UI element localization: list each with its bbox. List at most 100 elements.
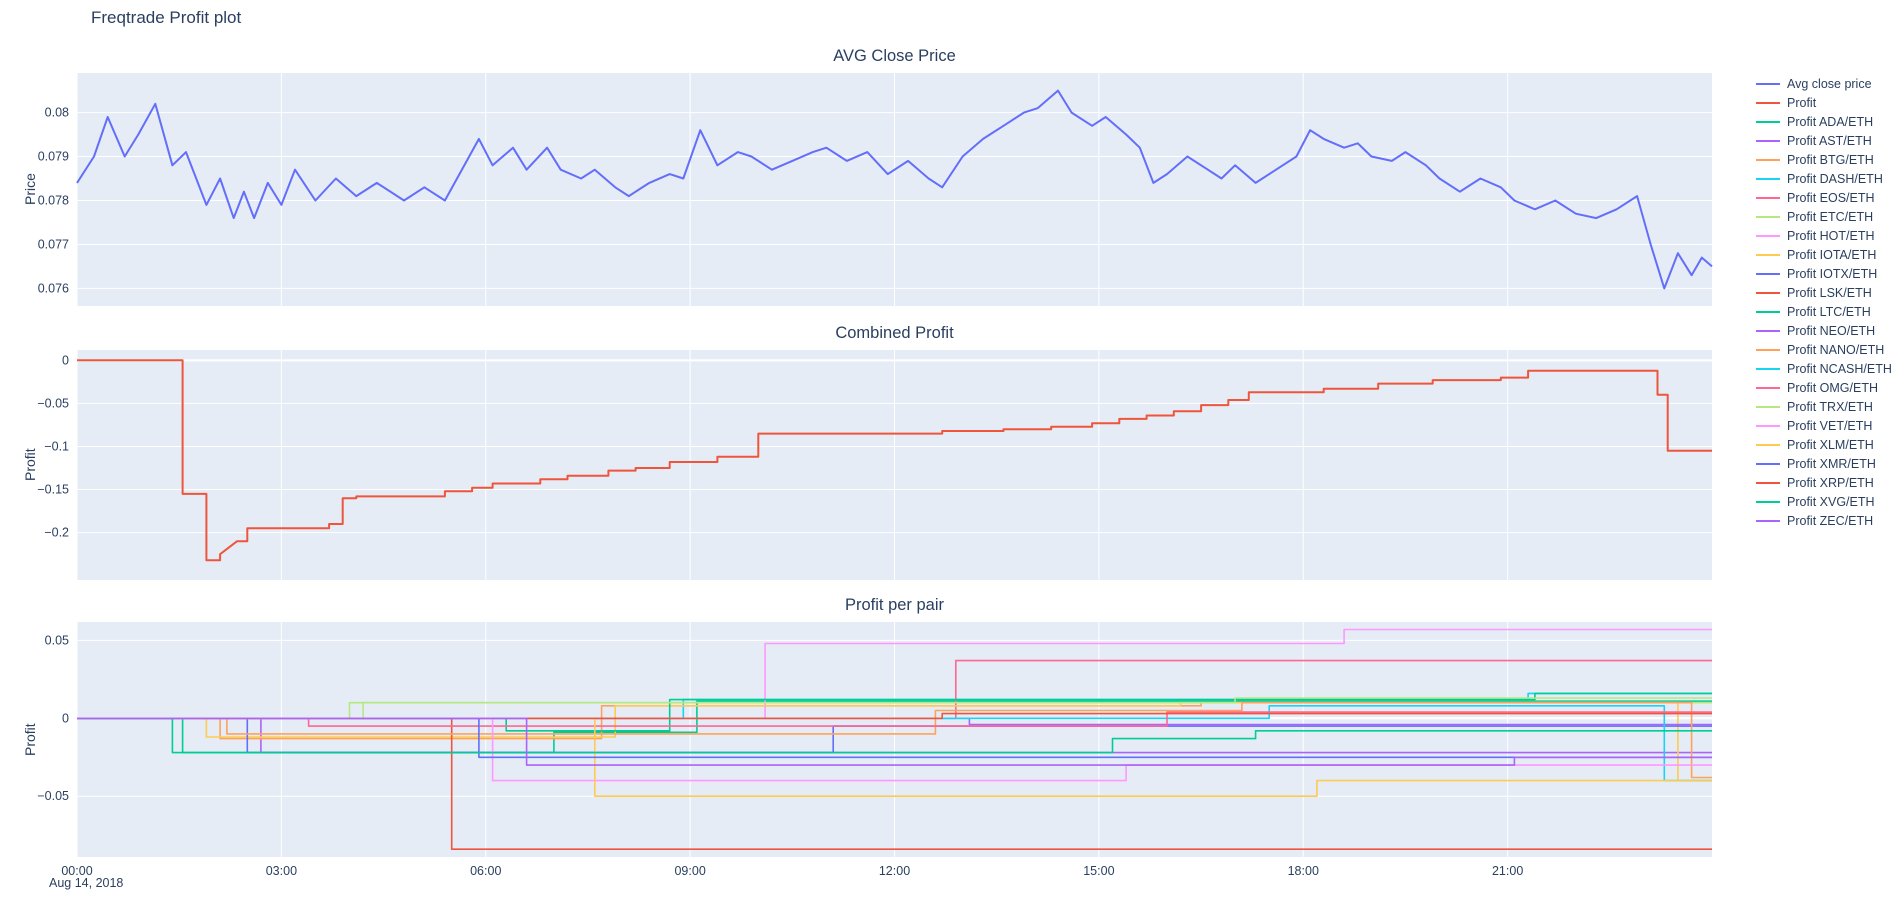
legend-line-swatch [1756, 481, 1780, 484]
legend-item[interactable]: Profit IOTX/ETH [1756, 264, 1892, 283]
series-line-profit-ltc-eth[interactable] [77, 692, 1712, 732]
y-tick-label: −0.2 [44, 526, 69, 540]
profit-per-pair-plot[interactable]: 0.05 0 −0.05 00:00 03:00 06:00 09:00 12:00 15:00… [0, 622, 1716, 884]
y-tick-label: −0.05 [37, 789, 69, 803]
x-tick-label: 03:00 [266, 864, 297, 878]
legend-item-label: Profit XLM/ETH [1787, 437, 1874, 452]
series-line-profit-nano-eth[interactable] [77, 701, 1712, 779]
legend-item-label: Profit IOTA/ETH [1787, 247, 1877, 262]
legend-item-label: Profit ADA/ETH [1787, 114, 1874, 129]
legend-item-label: Profit NEO/ETH [1787, 323, 1876, 338]
legend-item[interactable]: Profit XMR/ETH [1756, 454, 1892, 473]
series-line-profit-iota-eth[interactable] [77, 701, 1712, 782]
legend-line-swatch [1756, 462, 1780, 465]
legend-line-swatch [1756, 234, 1780, 237]
legend-line-swatch [1756, 82, 1780, 85]
y-tick-label: 0.078 [38, 193, 69, 207]
x-axis-date-label: Aug 14, 2018 [49, 876, 124, 890]
legend-item-label: Profit DASH/ETH [1787, 171, 1883, 186]
y-axis-label-profit-combined: Profit [22, 448, 38, 482]
legend-item[interactable]: Profit AST/ETH [1756, 131, 1892, 150]
legend-item-label: Profit LSK/ETH [1787, 285, 1872, 300]
y-tick-label: −0.1 [44, 439, 69, 453]
y-tick-label: 0 [62, 711, 69, 725]
legend-item[interactable]: Profit ADA/ETH [1756, 112, 1892, 131]
legend-item[interactable]: Profit NCASH/ETH [1756, 359, 1892, 378]
x-tick-label: 12:00 [879, 864, 910, 878]
y-tick-label: −0.15 [37, 483, 69, 497]
y-tick-label: 0.076 [38, 281, 69, 295]
legend-line-swatch [1756, 367, 1780, 370]
legend-item[interactable]: Profit XRP/ETH [1756, 473, 1892, 492]
legend-line-swatch [1756, 291, 1780, 294]
legend-line-swatch [1756, 424, 1780, 427]
legend-item-label: Profit NANO/ETH [1787, 342, 1885, 357]
legend-line-swatch [1756, 177, 1780, 180]
legend-line-swatch [1756, 101, 1780, 104]
legend-item[interactable]: Profit ZEC/ETH [1756, 511, 1892, 530]
legend-line-swatch [1756, 310, 1780, 313]
x-tick-label: 00:00 [61, 864, 92, 878]
legend-item[interactable]: Avg close price [1756, 74, 1892, 93]
legend-item[interactable]: Profit IOTA/ETH [1756, 245, 1892, 264]
legend-line-swatch [1756, 120, 1780, 123]
legend-item-label: Profit IOTX/ETH [1787, 266, 1878, 281]
legend-line-swatch [1756, 519, 1780, 522]
y-tick-label: 0.05 [45, 633, 69, 647]
legend-item[interactable]: Profit HOT/ETH [1756, 226, 1892, 245]
legend-item[interactable]: Profit ETC/ETH [1756, 207, 1892, 226]
series-line-avg-close-price[interactable] [76, 89, 1713, 290]
series-line-profit-xvg-eth[interactable] [77, 717, 1712, 754]
legend-item-label: Profit VET/ETH [1787, 418, 1873, 433]
legend-line-swatch [1756, 329, 1780, 332]
x-tick-label: 21:00 [1492, 864, 1523, 878]
y-axis-label-price: Price [22, 173, 38, 206]
legend-item[interactable]: Profit LTC/ETH [1756, 302, 1892, 321]
subplot-title-avg-close-price: AVG Close Price [833, 47, 956, 65]
series-line-profit-zec-eth[interactable] [77, 717, 1712, 766]
legend-line-swatch [1756, 500, 1780, 503]
legend-item-label: Profit BTG/ETH [1787, 152, 1874, 167]
legend-item[interactable]: Profit EOS/ETH [1756, 188, 1892, 207]
avg-close-price-plot[interactable]: 0.076 0.077 0.078 0.079 0.08 [0, 73, 1716, 306]
legend-item-label: Profit TRX/ETH [1787, 399, 1873, 414]
legend-item-label: Profit EOS/ETH [1787, 190, 1875, 205]
y-axis-label-profit-per-pair: Profit [22, 723, 38, 756]
legend-item[interactable]: Profit NEO/ETH [1756, 321, 1892, 340]
legend-line-swatch [1756, 386, 1780, 389]
legend-item-label: Profit OMG/ETH [1787, 380, 1878, 395]
legend-item[interactable]: Profit XVG/ETH [1756, 492, 1892, 511]
legend-item[interactable]: Profit BTG/ETH [1756, 150, 1892, 169]
legend-line-swatch [1756, 272, 1780, 275]
subplot-avg-close-price: AVG Close Price Price 0.076 0.077 0.078 0.0… [0, 47, 1716, 306]
legend-item[interactable]: Profit NANO/ETH [1756, 340, 1892, 359]
y-tick-label: 0.079 [38, 150, 69, 164]
legend: Avg close price Profit Profit ADA/ETH Profi… [1756, 74, 1892, 530]
y-tick-label: 0.08 [45, 106, 69, 120]
y-tick-label: −0.05 [37, 396, 69, 410]
legend-item[interactable]: Profit VET/ETH [1756, 416, 1892, 435]
y-tick-label: 0 [62, 353, 69, 367]
x-tick-label: 15:00 [1083, 864, 1114, 878]
legend-item[interactable]: Profit LSK/ETH [1756, 283, 1892, 302]
legend-item-label: Profit NCASH/ETH [1787, 361, 1892, 376]
legend-item[interactable]: Profit [1756, 93, 1892, 112]
x-tick-label: 06:00 [470, 864, 501, 878]
legend-item[interactable]: Profit OMG/ETH [1756, 378, 1892, 397]
legend-item-label: Profit ZEC/ETH [1787, 513, 1874, 528]
legend-line-swatch [1756, 405, 1780, 408]
legend-item[interactable]: Profit TRX/ETH [1756, 397, 1892, 416]
legend-item-label: Profit [1787, 95, 1817, 110]
legend-item-label: Profit XRP/ETH [1787, 475, 1874, 490]
subplot-combined-profit: Combined Profit Profit 0 −0.05 −0.1 −0.15 −0… [0, 324, 1716, 580]
legend-line-swatch [1756, 158, 1780, 161]
legend-item[interactable]: Profit XLM/ETH [1756, 435, 1892, 454]
legend-item-label: Avg close price [1787, 76, 1872, 91]
legend-line-swatch [1756, 443, 1780, 446]
series-line-profit[interactable] [77, 359, 1712, 562]
legend-item[interactable]: Profit DASH/ETH [1756, 169, 1892, 188]
legend-line-swatch [1756, 215, 1780, 218]
legend-line-swatch [1756, 139, 1780, 142]
combined-profit-plot[interactable]: 0 −0.05 −0.1 −0.15 −0.2 [0, 350, 1716, 580]
